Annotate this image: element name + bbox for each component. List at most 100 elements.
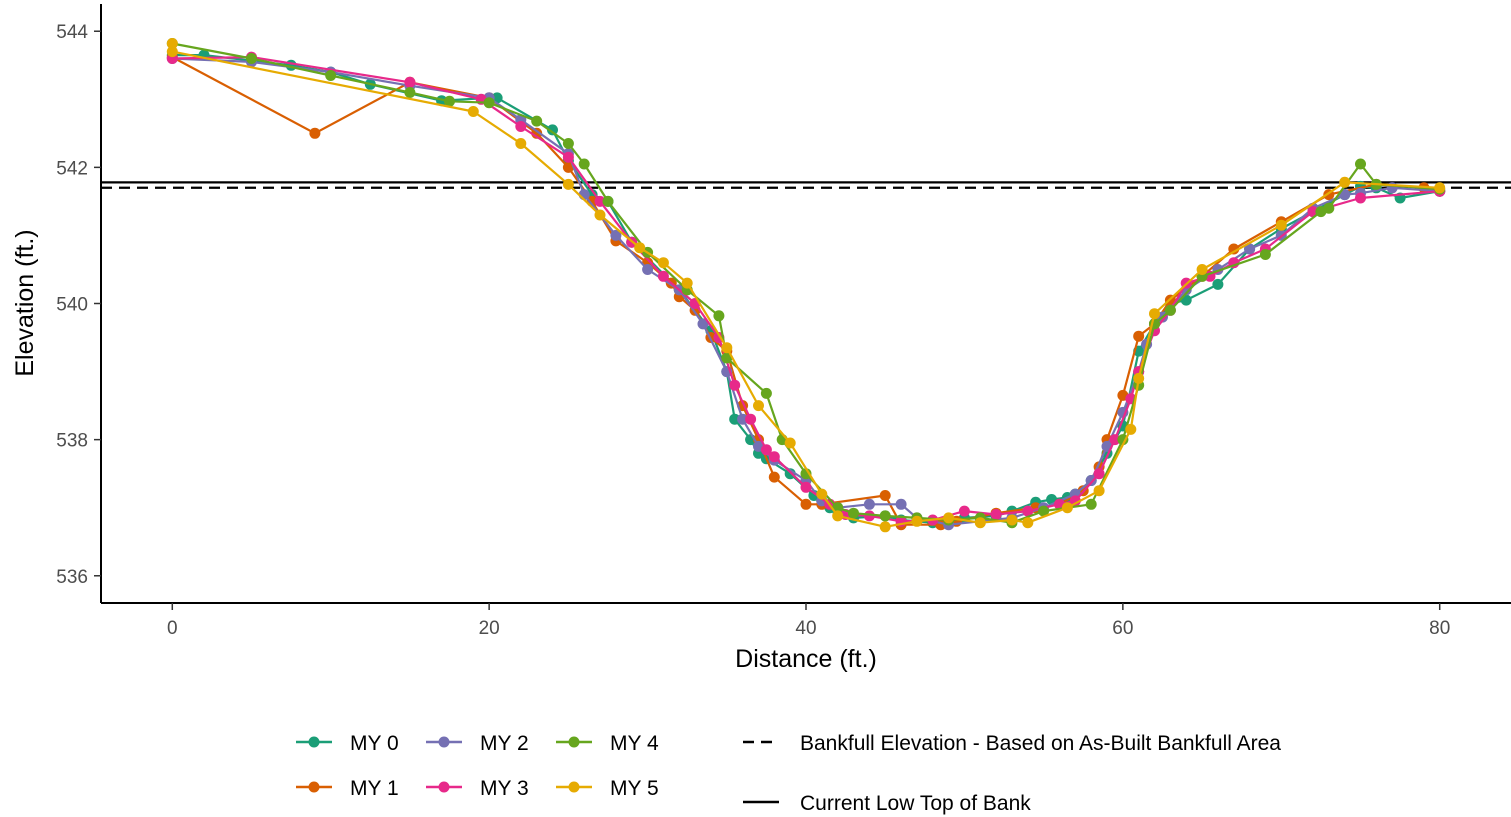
data-point-my-1 xyxy=(1133,330,1145,342)
y-tick-label: 538 xyxy=(56,431,88,452)
data-point-my-3 xyxy=(958,505,970,517)
x-axis-title: Distance (ft.) xyxy=(735,645,877,673)
data-point-my-5 xyxy=(467,106,479,117)
data-point-my-4 xyxy=(531,115,543,127)
data-point-my-2 xyxy=(697,318,709,330)
series-line-my-5 xyxy=(171,43,1440,528)
data-point-my-1 xyxy=(562,161,574,173)
legend-item: MY 1 xyxy=(296,777,399,800)
legend-point-key xyxy=(308,736,320,748)
data-point-my-5 xyxy=(657,257,669,269)
legend-label: MY 4 xyxy=(610,732,659,755)
data-point-my-5 xyxy=(784,437,796,449)
data-point-my-3 xyxy=(863,510,875,522)
y-ticks: 536 538 540 542 544 xyxy=(56,22,101,588)
data-point-my-2 xyxy=(1085,475,1097,486)
data-point-my-5 xyxy=(1125,423,1137,435)
series-layer xyxy=(166,38,1446,533)
data-point-my-1 xyxy=(309,127,321,139)
data-point-my-4 xyxy=(879,510,891,522)
legend-label: MY 2 xyxy=(480,732,529,755)
data-point-my-4 xyxy=(1164,304,1176,316)
data-point-my-4 xyxy=(444,95,455,107)
data-point-my-5 xyxy=(753,400,764,412)
data-point-my-1 xyxy=(800,498,812,510)
reference-lines xyxy=(101,181,1511,189)
x-tick-label: 60 xyxy=(1112,618,1133,639)
data-point-my-4 xyxy=(404,87,416,98)
data-point-my-1 xyxy=(768,471,780,483)
legend-item: MY 4 xyxy=(556,732,659,755)
series-my-2 xyxy=(166,53,1446,531)
data-point-my-2 xyxy=(1339,189,1351,201)
data-point-my-4 xyxy=(602,195,614,207)
legend-label: Current Low Top of Bank xyxy=(800,792,1031,815)
data-point-my-3 xyxy=(990,509,1002,520)
data-point-my-5 xyxy=(816,488,828,500)
data-point-my-5 xyxy=(1093,485,1105,497)
series-my-1 xyxy=(166,51,1446,531)
legend-label: Bankfull Elevation - Based on As-Built B… xyxy=(800,732,1281,755)
data-point-my-5 xyxy=(911,515,923,527)
data-point-my-4 xyxy=(246,53,257,64)
data-point-my-5 xyxy=(1196,264,1208,275)
data-point-my-3 xyxy=(515,121,527,132)
data-point-my-3 xyxy=(800,481,812,493)
data-point-my-2 xyxy=(610,229,622,241)
data-point-my-3 xyxy=(404,76,416,88)
series-line-my-2 xyxy=(172,57,1440,526)
legend-item: Bankfull Elevation - Based on As-Built B… xyxy=(743,732,1281,755)
legend-label: MY 0 xyxy=(350,732,399,755)
y-tick-label: 544 xyxy=(56,22,88,43)
data-point-my-4 xyxy=(713,310,725,322)
data-point-my-5 xyxy=(1006,514,1018,526)
data-point-my-5 xyxy=(634,242,646,254)
legend-item: MY 3 xyxy=(426,777,529,800)
data-point-my-3 xyxy=(1109,434,1121,446)
data-point-my-4 xyxy=(1323,202,1335,214)
legend-point-key xyxy=(438,736,450,748)
data-point-my-5 xyxy=(1133,372,1145,384)
data-point-my-3 xyxy=(594,195,606,207)
legend-label: MY 1 xyxy=(350,777,399,800)
legend-item: MY 0 xyxy=(296,732,399,755)
x-tick-label: 40 xyxy=(795,618,816,639)
data-point-my-0 xyxy=(1212,278,1224,290)
series-line-my-0 xyxy=(172,53,1440,524)
data-point-my-1 xyxy=(1228,243,1240,255)
series-line-my-1 xyxy=(171,56,1440,526)
data-point-my-5 xyxy=(943,512,955,524)
x-tick-label: 80 xyxy=(1429,618,1450,639)
data-point-my-5 xyxy=(515,138,527,149)
y-axis-title: Elevation (ft.) xyxy=(11,229,39,376)
y-tick-label: 542 xyxy=(56,158,88,179)
data-point-my-3 xyxy=(1022,505,1034,517)
legend-item: MY 5 xyxy=(556,777,659,800)
data-point-my-3 xyxy=(1093,468,1105,480)
data-point-my-5 xyxy=(166,38,178,49)
data-point-my-5 xyxy=(879,521,891,533)
series-my-4 xyxy=(166,38,1446,529)
series-line-my-4 xyxy=(172,42,1440,524)
data-point-my-5 xyxy=(1275,219,1287,231)
data-point-my-4 xyxy=(848,507,859,519)
x-tick-label: 0 xyxy=(167,618,178,639)
legend: MY 0 MY 1 MY 2 MY 3 MY 4 MY 5 Bankfull Elevati… xyxy=(296,732,1281,815)
data-point-my-2 xyxy=(737,413,749,425)
data-point-my-5 xyxy=(832,510,844,522)
data-point-my-4 xyxy=(483,97,495,109)
data-point-my-5 xyxy=(681,277,693,289)
data-point-my-5 xyxy=(1339,176,1351,188)
data-point-my-3 xyxy=(745,413,757,425)
data-point-my-3 xyxy=(768,451,780,463)
data-point-my-5 xyxy=(1149,308,1160,320)
y-tick-label: 536 xyxy=(56,567,88,588)
data-point-my-5 xyxy=(974,517,986,529)
data-point-my-2 xyxy=(1244,243,1256,255)
data-point-my-2 xyxy=(863,498,875,510)
data-point-my-3 xyxy=(760,444,772,456)
data-point-my-5 xyxy=(166,46,178,58)
data-point-my-4 xyxy=(1117,434,1129,446)
x-ticks: 0 20 40 60 80 xyxy=(167,603,1450,639)
